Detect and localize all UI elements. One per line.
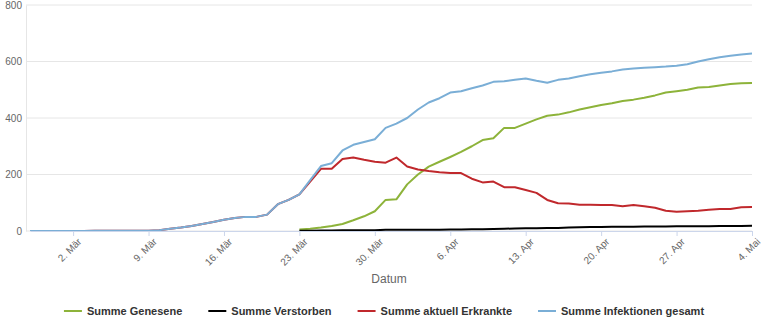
x-tick-label: 13. Apr	[506, 235, 537, 266]
x-tick-label: 6. Apr	[434, 235, 461, 262]
y-axis-line	[26, 6, 27, 232]
y-tick: 800	[5, 0, 26, 11]
y-tick: 0	[16, 226, 26, 237]
y-tick-label: 600	[5, 56, 22, 67]
grid-line	[26, 174, 752, 175]
x-tick: 27. Apr	[657, 231, 688, 266]
x-tick-label: 23. Mär	[278, 235, 310, 267]
x-tick-label: 16. Mär	[203, 235, 235, 267]
x-tick: 13. Apr	[506, 231, 537, 266]
series-line	[299, 226, 752, 231]
series-line	[30, 158, 752, 231]
x-tick-mark	[299, 231, 300, 236]
legend-swatch	[538, 310, 556, 312]
x-tick-label: 2. Mär	[56, 235, 84, 263]
legend-swatch	[64, 310, 82, 312]
y-tick-label: 200	[5, 169, 22, 180]
x-tick-mark	[224, 231, 225, 236]
grid-line	[26, 5, 752, 6]
x-tick-label: 30. Mär	[353, 235, 385, 267]
x-tick-mark	[677, 231, 678, 236]
x-tick-mark	[601, 231, 602, 236]
y-tick: 600	[5, 56, 26, 67]
x-tick: 30. Mär	[353, 231, 385, 268]
x-tick-mark	[375, 231, 376, 236]
y-tick-label: 0	[16, 226, 22, 237]
x-axis: 2. Mär 9. Mär 16. Mär 23. Mär 30. Mär 6. Apr 1…	[31, 231, 763, 268]
x-tick: 16. Mär	[203, 231, 235, 268]
x-tick: 2. Mär	[56, 231, 84, 264]
y-tick: 400	[5, 113, 26, 124]
y-tick: 200	[5, 169, 26, 180]
y-tick-label: 800	[5, 0, 22, 11]
legend-label: Summe Verstorben	[231, 305, 332, 317]
chart: 0 200 400 600 800 2. Mär 9. Mär 16. Mär 23. Mär 3…	[0, 0, 768, 331]
grid-line	[26, 118, 752, 119]
grid	[26, 5, 752, 231]
legend-item[interactable]: Summe Verstorben	[208, 305, 332, 317]
legend-label: Summe aktuell Erkrankte	[381, 305, 512, 317]
x-tick-mark	[526, 231, 527, 236]
legend-label: Summe Genesene	[87, 305, 182, 317]
legend-item[interactable]: Summe Genesene	[64, 305, 182, 317]
y-axis: 0 200 400 600 800	[5, 0, 26, 237]
x-axis-title: Datum	[371, 272, 406, 286]
grid-line	[26, 61, 752, 62]
y-tick-label: 400	[5, 113, 22, 124]
x-tick-mark	[73, 231, 74, 236]
legend-label: Summe Infektionen gesamt	[561, 305, 704, 317]
legend: Summe Genesene Summe Verstorben Summe aktu…	[64, 305, 704, 317]
legend-swatch	[208, 310, 226, 312]
series-line	[30, 54, 752, 231]
legend-item[interactable]: Summe aktuell Erkrankte	[358, 305, 512, 317]
legend-item[interactable]: Summe Infektionen gesamt	[538, 305, 704, 317]
x-tick-mark	[752, 231, 753, 236]
x-tick: 23. Mär	[278, 231, 310, 268]
lines	[30, 54, 752, 231]
x-tick: 6. Apr	[434, 231, 461, 262]
legend-swatch	[358, 310, 376, 312]
x-tick: 9. Mär	[131, 231, 159, 264]
x-tick-mark	[149, 231, 150, 236]
x-axis-line	[31, 231, 753, 232]
x-tick: 20. Apr	[581, 231, 612, 266]
x-tick-mark	[450, 231, 451, 236]
x-tick-label: 20. Apr	[581, 235, 612, 266]
series-line	[299, 83, 752, 230]
x-tick-label: 9. Mär	[131, 235, 159, 263]
x-tick-label: 4. Mai	[735, 236, 762, 263]
x-tick-label: 27. Apr	[657, 235, 688, 266]
x-tick: 4. Mai	[735, 231, 762, 263]
